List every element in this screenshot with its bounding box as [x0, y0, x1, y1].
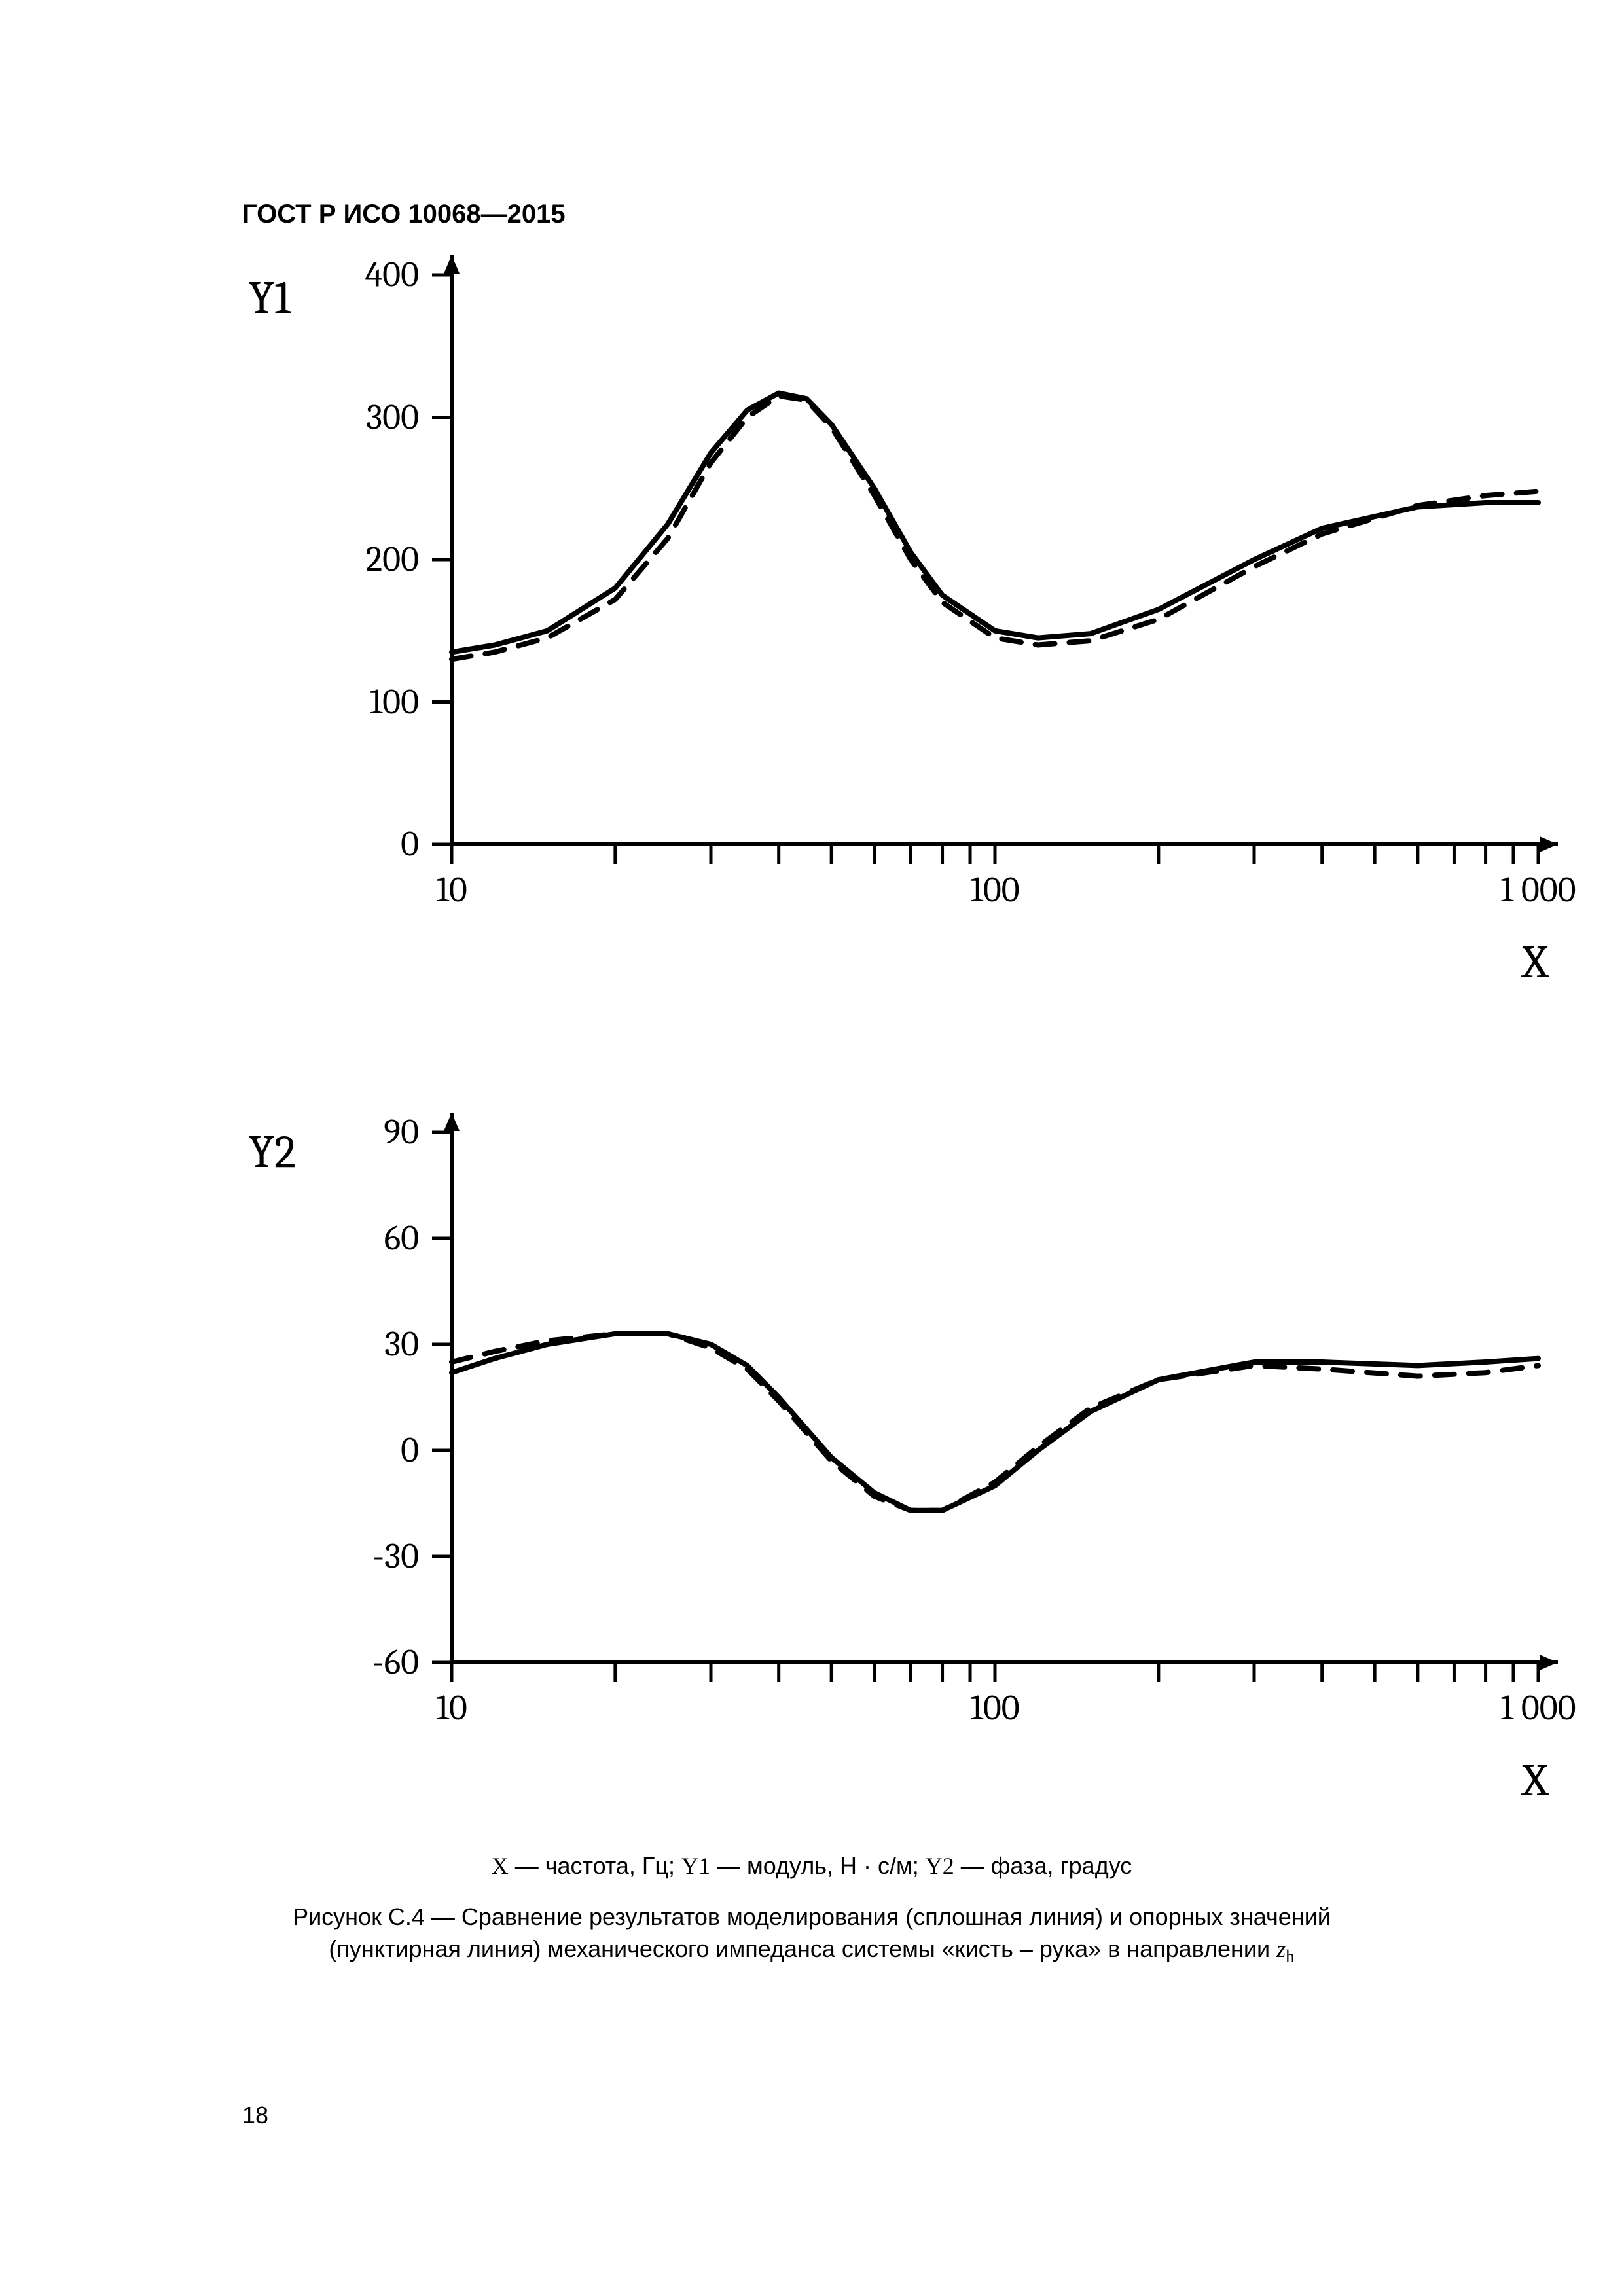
axis-legend: X — частота, Гц; Y1 — модуль, Н · с/м; Y… — [242, 1852, 1381, 1880]
y-tick-label: 30 — [321, 1323, 419, 1365]
caption-var: z — [1276, 1936, 1286, 1962]
legend-y1-sym: Y1 — [681, 1853, 710, 1879]
y-tick-label: 60 — [321, 1217, 419, 1259]
chart2-x-axis-title: X — [1522, 1754, 1548, 1807]
x-tick-label: 100 — [929, 1687, 1060, 1729]
x-tick-label: 10 — [386, 1687, 517, 1729]
caption-sub: h — [1286, 1946, 1295, 1966]
caption-text: Рисунок С.4 — Сравнение результатов моде… — [293, 1903, 1331, 1962]
y-tick-label: -30 — [321, 1535, 419, 1577]
y-tick-label: -60 — [321, 1641, 419, 1683]
legend-y1-desc: — модуль, Н · с/м; — [710, 1852, 926, 1879]
y-tick-label: 90 — [321, 1111, 419, 1153]
y-tick-label: 0 — [321, 1429, 419, 1471]
page: ГОСТ Р ИСО 10068—2015 Y1 0100200300400 1… — [0, 0, 1624, 2296]
legend-y2-desc: — фаза, градус — [954, 1852, 1132, 1879]
legend-x-sym: X — [492, 1853, 509, 1879]
legend-y2-sym: Y2 — [926, 1853, 954, 1879]
figure-caption: Рисунок С.4 — Сравнение результатов моде… — [242, 1901, 1381, 1968]
legend-x-desc: — частота, Гц; — [509, 1852, 681, 1879]
x-tick-label: 1 000 — [1473, 1687, 1604, 1729]
page-number: 18 — [242, 2102, 268, 2129]
